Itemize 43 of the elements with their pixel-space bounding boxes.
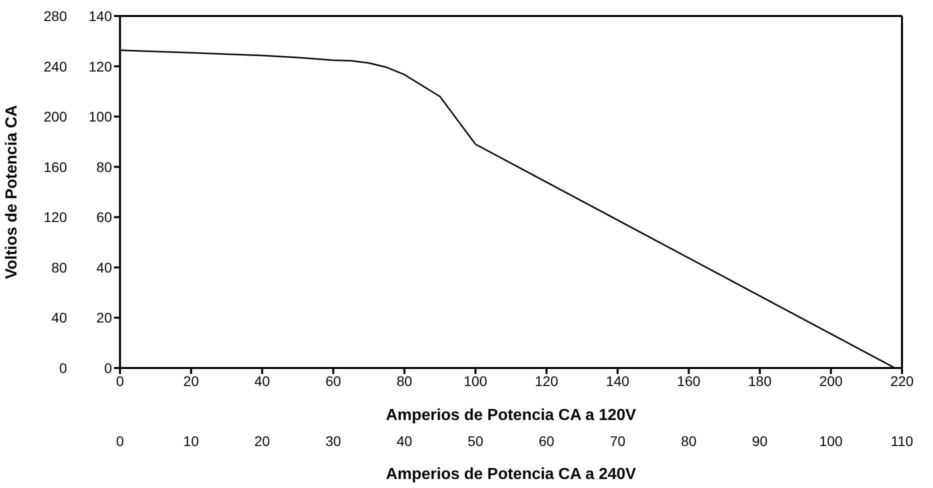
y-tick-label: 120: [44, 209, 68, 226]
y2-tick-label: 0: [104, 360, 112, 376]
x-tick-label: 140: [606, 372, 630, 389]
y2-tick-label: 60: [96, 209, 112, 226]
x-tick-label: 220: [890, 372, 914, 389]
x2-tick-label: 0: [116, 432, 124, 449]
x2-axis-title: Amperios de Potencia CA a 240V: [386, 466, 636, 483]
y2-tick-label: 80: [96, 158, 112, 175]
y-tick-label: 240: [44, 58, 68, 74]
y-tick-label: 0: [59, 360, 68, 376]
x2-tick-label: 90: [752, 432, 768, 449]
x-tick-label: 20: [183, 372, 200, 389]
y-tick-label: 40: [51, 310, 68, 326]
y2-tick-label: 40: [96, 259, 112, 276]
x2-tick-label: 70: [610, 432, 626, 449]
y2-tick-label: 140: [88, 8, 112, 24]
x-axis-title: Amperios de Potencia CA a 120V: [386, 407, 636, 424]
x2-tick-label: 20: [254, 432, 270, 449]
y-axis-title: Voltios de Potencia CA: [4, 104, 21, 279]
x2-tick-label: 60: [538, 432, 555, 449]
y-tick-label: 80: [51, 259, 68, 276]
y-tick-label: 200: [44, 108, 68, 125]
x-tick-label: 80: [396, 372, 412, 389]
x-tick-label: 120: [534, 372, 558, 389]
x2-tick-label: 80: [680, 432, 697, 449]
x2-tick-label: 30: [325, 432, 342, 449]
x-tick-label: 40: [254, 372, 270, 389]
x-tick-label: 100: [464, 372, 488, 389]
y-tick-label: 160: [44, 158, 68, 175]
x2-tick-label: 10: [183, 432, 200, 449]
y2-tick-label: 20: [96, 310, 112, 326]
x-tick-label: 200: [819, 372, 843, 389]
x2-tick-label: 40: [396, 432, 412, 449]
x2-tick-label: 50: [468, 432, 484, 449]
y2-tick-label: 100: [88, 108, 112, 125]
y-tick-label: 280: [44, 8, 68, 24]
x-tick-label: 180: [748, 372, 772, 389]
y2-tick-label: 120: [88, 58, 112, 74]
x2-tick-label: 100: [819, 432, 843, 449]
x-tick-label: 0: [116, 372, 124, 389]
x-tick-label: 60: [325, 372, 342, 389]
x-tick-label: 160: [677, 372, 701, 389]
x2-tick-label: 110: [890, 432, 914, 449]
